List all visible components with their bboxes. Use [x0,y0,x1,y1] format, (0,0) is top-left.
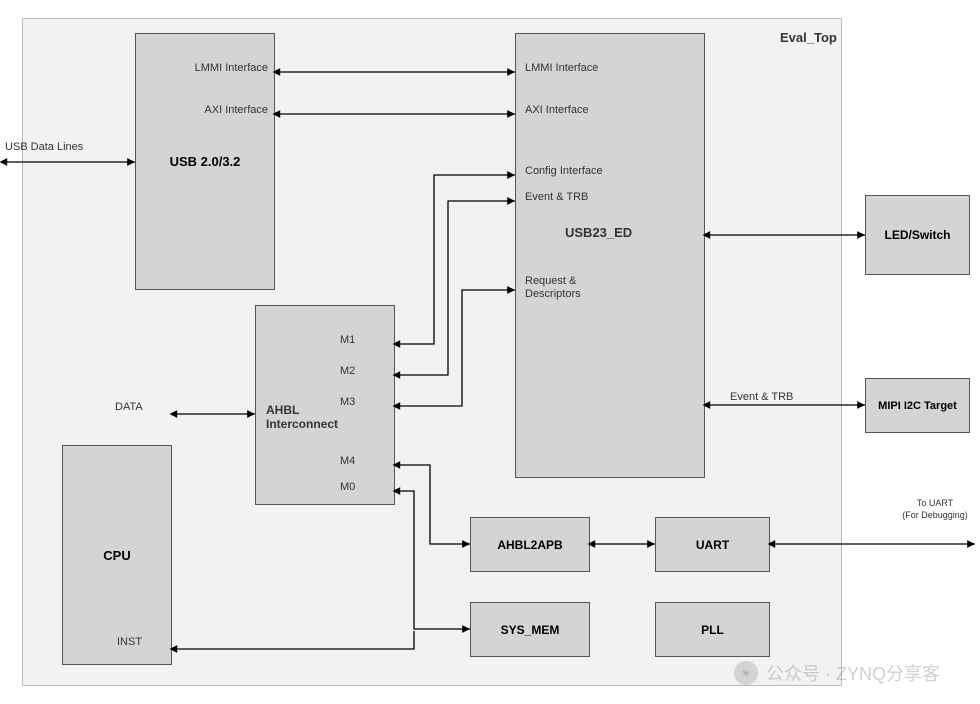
port-ahbl-m0: M0 [340,481,355,493]
block-ahbl2apb: AHBL2APB [470,517,590,572]
label-data: DATA [115,401,143,413]
block-label: CPU [103,548,130,563]
block-led-switch: LED/Switch [865,195,970,275]
diagram-canvas: Eval_Top USB 2.0/3.2 USB23_ED AHBL Inter… [0,0,980,704]
block-label: MIPI I2C Target [878,400,957,412]
block-uart: UART [655,517,770,572]
port-ahbl-m3: M3 [340,396,355,408]
block-label: AHBL2APB [497,538,562,552]
label-inst: INST [117,636,142,648]
block-label: PLL [701,623,724,637]
port-usb23-axi: AXI Interface [525,104,589,116]
block-label: UART [696,538,729,552]
block-cpu: CPU [62,445,172,665]
port-ahbl-m1: M1 [340,334,355,346]
block-label-usb23-ed: USB23_ED [565,225,632,240]
block-label-ahbl: AHBL Interconnect [266,403,338,432]
block-sys-mem: SYS_MEM [470,602,590,657]
port-usb20-lmmi: LMMI Interface [158,62,268,74]
eval-top-title: Eval_Top [780,30,837,45]
block-label: LED/Switch [884,228,950,242]
block-label: SYS_MEM [501,623,560,637]
port-ahbl-m4: M4 [340,455,355,467]
block-mipi-i2c-target: MIPI I2C Target [865,378,970,433]
wechat-icon: ✶ [734,661,758,685]
block-usb23-ed [515,33,705,478]
port-ahbl-m2: M2 [340,365,355,377]
block-pll: PLL [655,602,770,657]
port-usb23-event: Event & TRB [525,191,588,203]
port-usb23-lmmi: LMMI Interface [525,62,598,74]
port-usb23-config: Config Interface [525,165,603,177]
watermark: ✶ 公众号 · ZYNQ分享客 [734,660,940,686]
label-usb-data-lines: USB Data Lines [5,141,83,153]
watermark-text: 公众号 · ZYNQ分享客 [766,660,940,686]
port-usb20-axi: AXI Interface [158,104,268,116]
port-usb23-request: Request & Descriptors [525,275,581,300]
label-event-trb-2: Event & TRB [730,391,793,403]
block-label: USB 2.0/3.2 [170,154,241,169]
label-to-uart-1: To UART [895,498,975,508]
label-to-uart-2: (For Debugging) [885,510,980,520]
